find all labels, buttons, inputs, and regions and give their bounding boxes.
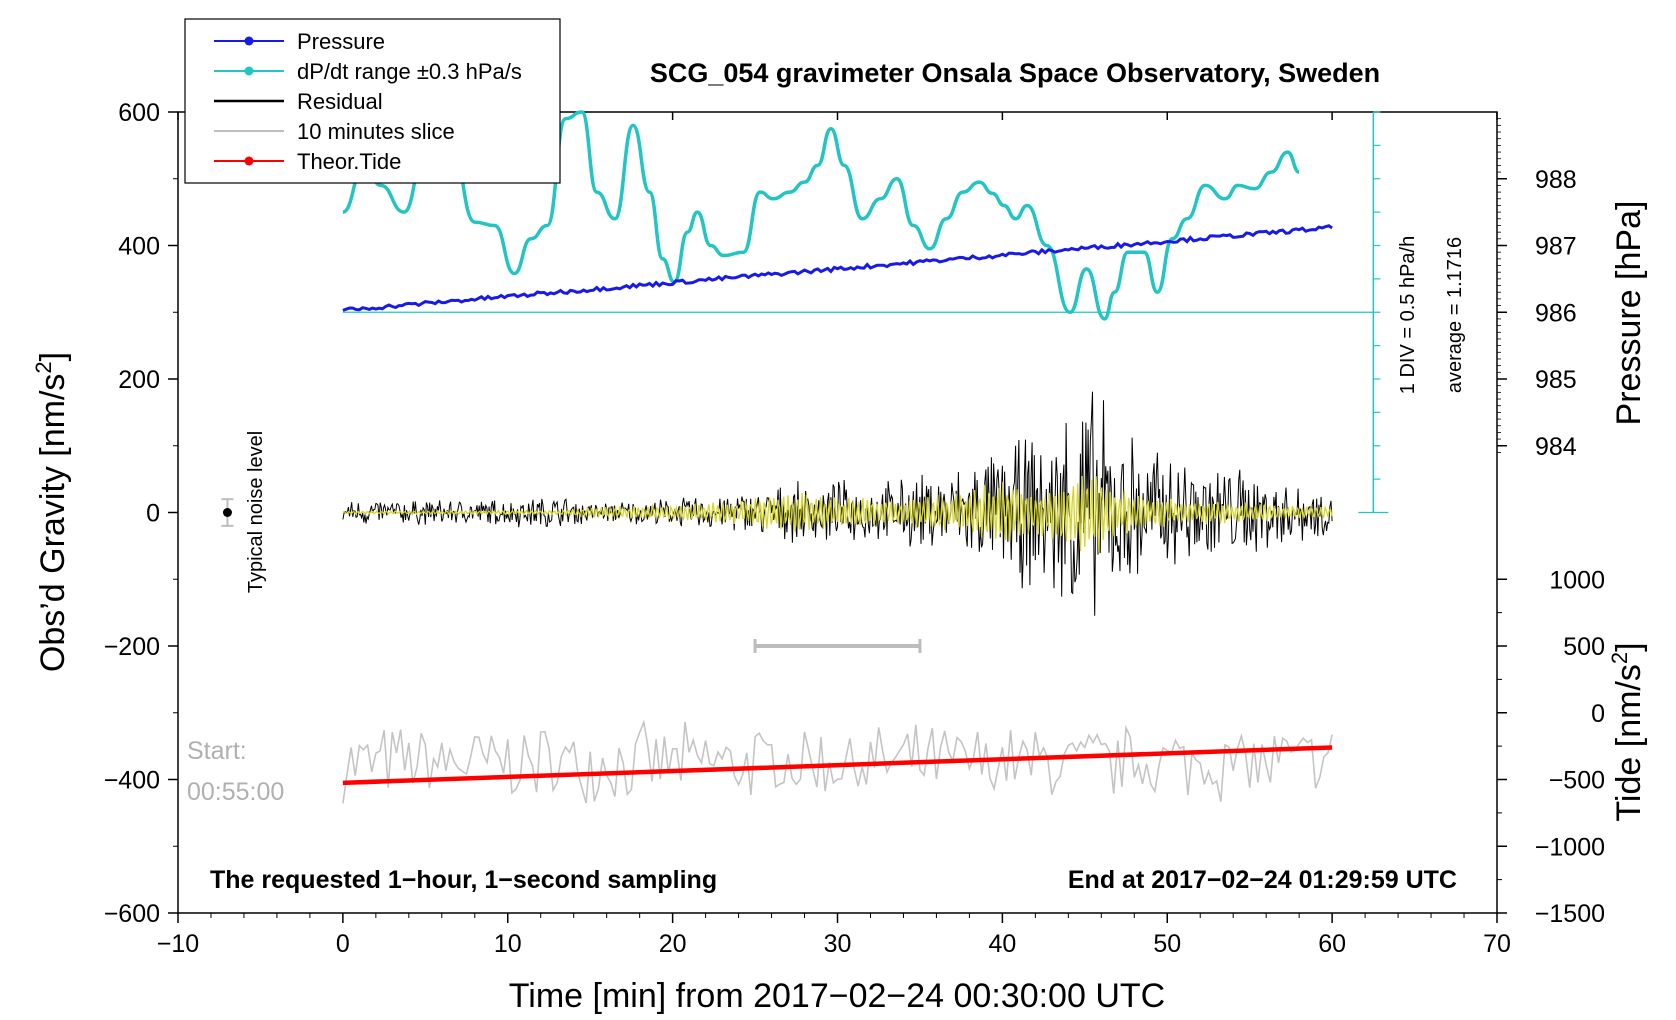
tide-tick-label: 0	[1591, 700, 1605, 728]
tide-tick-label: −1000	[1535, 833, 1605, 861]
legend-marker	[244, 156, 254, 166]
pressure-axis-label: Pressure [hPa]	[1610, 201, 1648, 426]
pressure-tick-label: 986	[1535, 299, 1577, 327]
legend-label: Residual	[297, 89, 383, 114]
tide-tick-label: 1000	[1549, 566, 1605, 594]
y-tick-label: −600	[104, 900, 160, 928]
noise-point	[222, 508, 232, 517]
dpdt-series-line	[342, 110, 1300, 321]
tide-tick-label: −500	[1549, 767, 1605, 795]
legend-label: 10 minutes slice	[297, 119, 455, 144]
y-tick-label: −200	[104, 633, 160, 661]
pressure-tick-label: 984	[1535, 433, 1577, 461]
x-tick-label: 50	[1153, 930, 1181, 958]
filtered-residual-line	[342, 475, 1333, 553]
x-tick-label: 60	[1318, 930, 1346, 958]
y-axis-label-end: ]	[34, 352, 72, 361]
slice-series-line	[342, 719, 1333, 804]
legend-items: Pressure dP/dt range ±0.3 hPa/s Residual 10…	[214, 29, 522, 174]
legend-label: dP/dt range ±0.3 hPa/s	[297, 59, 522, 84]
dpdt-scale-bar	[342, 111, 1389, 514]
x-tick-label: 30	[824, 930, 852, 958]
x-tick-label: 10	[494, 930, 522, 958]
pressure-tick-label: 987	[1535, 233, 1577, 261]
start-label: Start:	[187, 737, 247, 765]
x-tick-label: 0	[336, 930, 350, 958]
y-axis-label: Obs’d Gravity [nm/s2]	[31, 352, 72, 672]
legend-marker	[244, 36, 254, 46]
tide-axis-label-sup: 2	[1607, 652, 1632, 664]
tide-series-line	[342, 745, 1333, 786]
x-tick-label: 70	[1483, 930, 1511, 958]
y-tick-label: 0	[146, 500, 160, 528]
x-axis-label: Time [min] from 2017−02−24 00:30:00 UTC	[509, 977, 1165, 1015]
y-tick-label: 200	[118, 366, 160, 394]
x-tick-label: 40	[988, 930, 1016, 958]
sampling-note: The requested 1−hour, 1−second sampling	[210, 866, 717, 894]
legend: Pressure dP/dt range ±0.3 hPa/s Residual 10…	[184, 18, 561, 184]
y-tick-label: −400	[104, 767, 160, 795]
tide-axis-ticks: −1500 −1000 −500 0 500 1000	[1497, 566, 1605, 928]
legend-marker	[244, 66, 254, 76]
tide-axis-label-end: ]	[1610, 642, 1648, 651]
tide-axis-label-main: Tide [nm/s	[1610, 664, 1648, 821]
tide-axis-label: Tide [nm/s2]	[1607, 642, 1648, 821]
dpdt-div-label: 1 DIV = 0.5 hPa/h	[1397, 236, 1419, 394]
start-time-label: 00:55:00	[187, 778, 284, 806]
pressure-tick-label: 988	[1535, 166, 1577, 194]
x-tick-label: −10	[157, 930, 199, 958]
y-tick-label: 600	[118, 99, 160, 127]
noise-level-label: Typical noise level	[245, 431, 267, 593]
pressure-series-line	[342, 224, 1333, 312]
legend-label: Theor.Tide	[297, 149, 401, 174]
tide-tick-label: −1500	[1535, 900, 1605, 928]
series-layer	[342, 110, 1333, 804]
dpdt-average-label: average = 1.1716	[1444, 237, 1466, 393]
tide-tick-label: 500	[1563, 633, 1605, 661]
y-axis-ticks: −600 −400 −200 0 200 400 600	[104, 99, 178, 928]
y-tick-label: 400	[118, 233, 160, 261]
noise-level-marker	[221, 498, 234, 527]
chart-title: SCG_054 gravimeter Onsala Space Observat…	[650, 58, 1380, 88]
legend-label: Pressure	[297, 29, 385, 54]
y-axis-label-main: Obs’d Gravity [nm/s	[34, 374, 72, 673]
x-tick-label: 20	[659, 930, 687, 958]
pressure-axis-ticks: 984 985 986 987 988	[1497, 118, 1577, 461]
residual-series-line	[342, 391, 1333, 616]
y-axis-label-sup: 2	[31, 361, 56, 373]
pressure-tick-label: 985	[1535, 366, 1577, 394]
end-time-note: End at 2017−02−24 01:29:59 UTC	[1068, 866, 1457, 894]
x-axis-ticks: −10 0 10 20 30 40 50 60 70	[157, 112, 1511, 958]
